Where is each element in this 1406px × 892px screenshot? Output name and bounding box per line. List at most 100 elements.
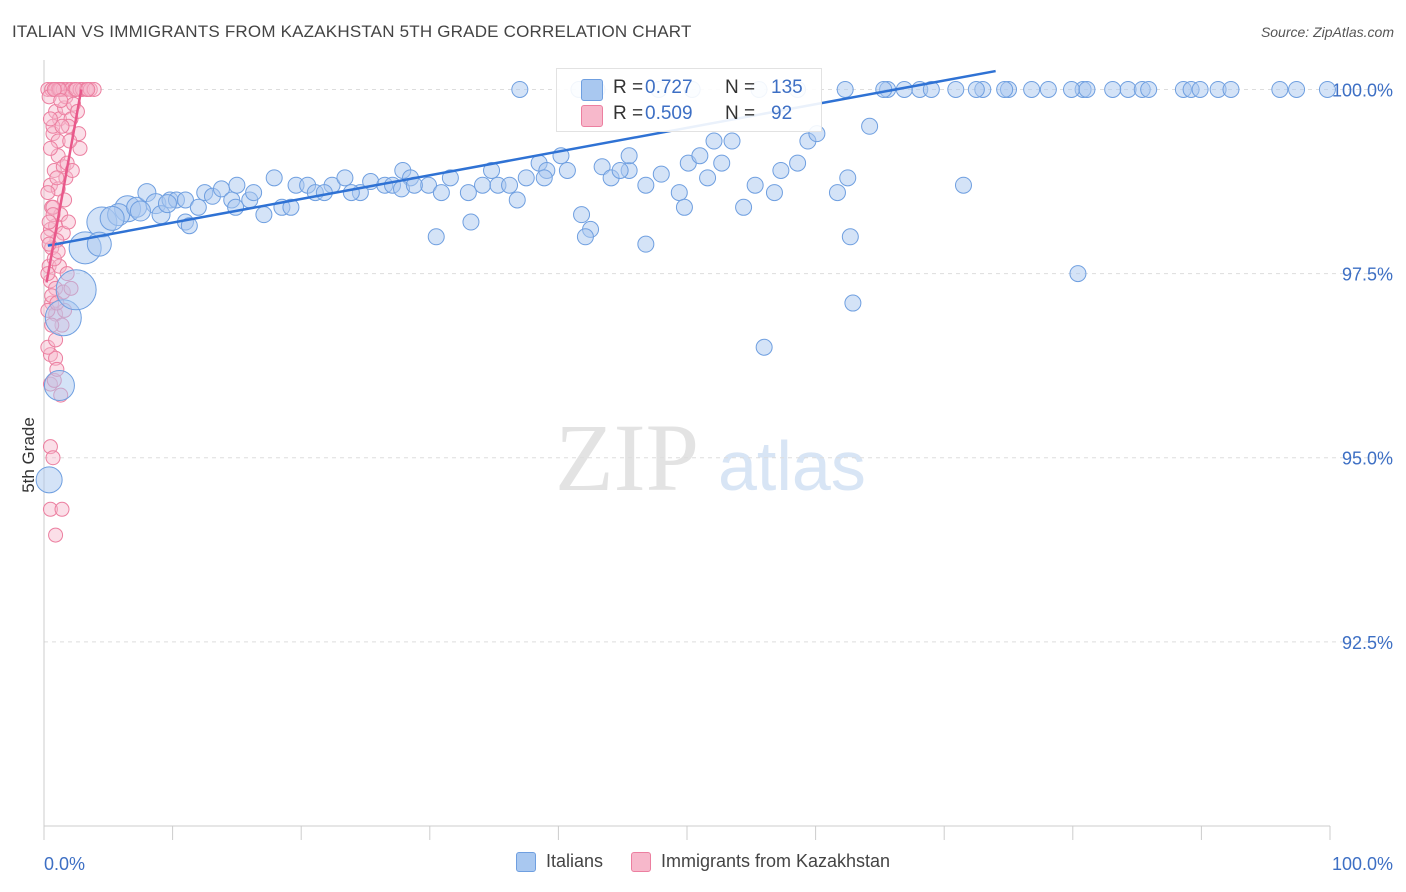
italian-point xyxy=(576,228,594,246)
italian-point xyxy=(459,184,477,202)
italian-point xyxy=(558,161,576,179)
italian-point xyxy=(43,370,75,402)
italian-point xyxy=(189,198,207,216)
kazakhstan-point xyxy=(86,81,102,97)
italian-point xyxy=(947,80,965,98)
kazakhstan-point xyxy=(42,111,58,127)
italian-point xyxy=(1078,80,1096,98)
kazakhstan-point xyxy=(42,439,58,455)
italian-point xyxy=(765,184,783,202)
italian-point xyxy=(675,198,693,216)
axis-layer: 100.0% 97.5% 95.0% 92.5% xyxy=(43,60,1393,840)
legend-swatch-italians xyxy=(515,851,536,872)
italian-trend-line xyxy=(47,69,996,247)
italian-point xyxy=(637,235,655,253)
stats-r-value: 0.727 xyxy=(645,77,693,98)
chart-source: Source: ZipAtlas.com xyxy=(1260,24,1394,40)
italian-point xyxy=(265,169,283,187)
italian-point xyxy=(772,161,790,179)
italian-point xyxy=(535,169,553,187)
italian-point xyxy=(1069,265,1087,283)
italian-point xyxy=(157,194,177,214)
italian-point xyxy=(35,466,63,494)
kazakhstan-point xyxy=(72,140,88,156)
italian-point xyxy=(508,191,526,209)
italian-point xyxy=(1063,80,1081,98)
watermark-atlas: atlas xyxy=(718,427,866,505)
italian-point xyxy=(1288,80,1306,98)
legend-item-kazakhstan[interactable]: Immigrants from Kazakhstan xyxy=(630,851,891,872)
y-tick-label: 97.5% xyxy=(1342,265,1393,285)
kazakhstan-point xyxy=(41,214,57,230)
italian-point xyxy=(55,269,97,311)
kazakhstan-trend-line xyxy=(45,89,83,283)
italian-point xyxy=(620,147,638,165)
italian-points xyxy=(35,80,1336,494)
kazakhstan-point xyxy=(42,140,58,156)
kazakhstan-point xyxy=(54,118,70,134)
italian-point xyxy=(839,169,857,187)
italian-point xyxy=(828,184,846,202)
italian-point xyxy=(427,228,445,246)
italian-point xyxy=(861,117,879,135)
italian-point xyxy=(836,80,854,98)
italian-point xyxy=(176,191,194,209)
italian-point xyxy=(699,169,717,187)
italian-point xyxy=(501,176,519,194)
italian-point xyxy=(228,176,246,194)
italian-point xyxy=(99,205,125,231)
kazakhstan-point xyxy=(60,214,76,230)
stats-box: R = 0.727 N = 135 R = 0.509 N = 92 xyxy=(556,68,822,132)
italian-point xyxy=(342,184,360,202)
kazakhstan-point xyxy=(64,162,80,178)
italian-point xyxy=(652,165,670,183)
y-axis-label: 5th Grade xyxy=(19,417,38,493)
legend-item-italians[interactable]: Italians xyxy=(515,851,603,872)
italian-point xyxy=(922,80,940,98)
italian-point xyxy=(954,176,972,194)
italian-point xyxy=(1318,80,1336,98)
stats-n-value: 135 xyxy=(771,77,803,98)
kazakhstan-point xyxy=(75,81,91,97)
kazakhstan-point xyxy=(48,350,64,366)
legend-swatch-kazakhstan xyxy=(630,851,651,872)
italian-point xyxy=(1104,80,1122,98)
kazakhstan-point xyxy=(51,81,67,97)
italian-point xyxy=(637,176,655,194)
italian-point xyxy=(462,213,480,231)
italian-point xyxy=(670,184,688,202)
trend-lines xyxy=(45,69,996,283)
stats-r-label: R = xyxy=(613,103,644,124)
italian-point xyxy=(1140,80,1158,98)
italian-point xyxy=(735,198,753,216)
kazakhstan-point xyxy=(48,527,64,543)
italian-point xyxy=(511,80,529,98)
kazakhstan-point xyxy=(62,133,78,149)
kazakhstan-point xyxy=(53,93,69,109)
italian-point xyxy=(746,176,764,194)
y-tick-label: 92.5% xyxy=(1342,633,1393,653)
italian-point xyxy=(593,158,611,176)
italian-point xyxy=(844,294,862,312)
italian-point xyxy=(713,154,731,172)
italian-point xyxy=(789,154,807,172)
stats-swatch-italians xyxy=(581,79,603,101)
italian-point xyxy=(180,217,198,235)
italian-point xyxy=(996,80,1014,98)
italian-point xyxy=(1222,80,1240,98)
stats-r-value: 0.509 xyxy=(645,103,693,124)
kazakhstan-point xyxy=(54,501,70,517)
legend-label-kazakhstan: Immigrants from Kazakhstan xyxy=(660,851,891,871)
italian-point xyxy=(1039,80,1057,98)
y-tick-label: 95.0% xyxy=(1342,449,1393,469)
italian-point xyxy=(723,132,741,150)
italian-point xyxy=(336,169,354,187)
x-tick-label-min: 0.0% xyxy=(44,854,85,874)
stats-n-label: N = xyxy=(725,77,756,98)
italian-point xyxy=(129,200,151,222)
italian-point xyxy=(255,206,273,224)
italian-point xyxy=(245,184,263,202)
stats-n-value: 92 xyxy=(771,103,793,124)
italian-point xyxy=(1191,80,1209,98)
kazakhstan-point xyxy=(80,81,96,97)
